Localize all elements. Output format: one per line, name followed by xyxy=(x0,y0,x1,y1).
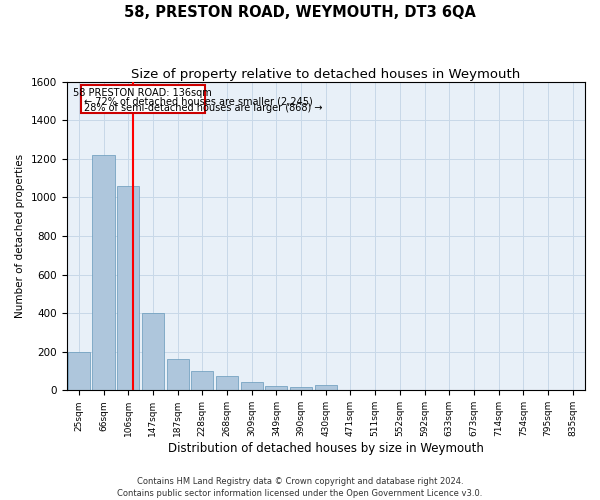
Bar xyxy=(142,313,164,390)
Bar xyxy=(265,386,287,390)
Bar xyxy=(92,155,115,390)
Bar xyxy=(117,186,139,390)
Bar xyxy=(241,382,263,390)
Text: 58 PRESTON ROAD: 136sqm: 58 PRESTON ROAD: 136sqm xyxy=(73,88,212,98)
Bar xyxy=(290,388,312,390)
Bar xyxy=(314,384,337,390)
Bar xyxy=(216,376,238,390)
Bar xyxy=(68,352,90,391)
Bar xyxy=(167,360,189,390)
X-axis label: Distribution of detached houses by size in Weymouth: Distribution of detached houses by size … xyxy=(168,442,484,455)
Bar xyxy=(191,371,214,390)
Text: 28% of semi-detached houses are larger (868) →: 28% of semi-detached houses are larger (… xyxy=(84,103,322,113)
Text: Contains HM Land Registry data © Crown copyright and database right 2024.
Contai: Contains HM Land Registry data © Crown c… xyxy=(118,476,482,498)
Text: ← 72% of detached houses are smaller (2,245): ← 72% of detached houses are smaller (2,… xyxy=(84,96,313,106)
Text: 58, PRESTON ROAD, WEYMOUTH, DT3 6QA: 58, PRESTON ROAD, WEYMOUTH, DT3 6QA xyxy=(124,5,476,20)
Title: Size of property relative to detached houses in Weymouth: Size of property relative to detached ho… xyxy=(131,68,520,80)
Y-axis label: Number of detached properties: Number of detached properties xyxy=(15,154,25,318)
FancyBboxPatch shape xyxy=(81,84,205,114)
